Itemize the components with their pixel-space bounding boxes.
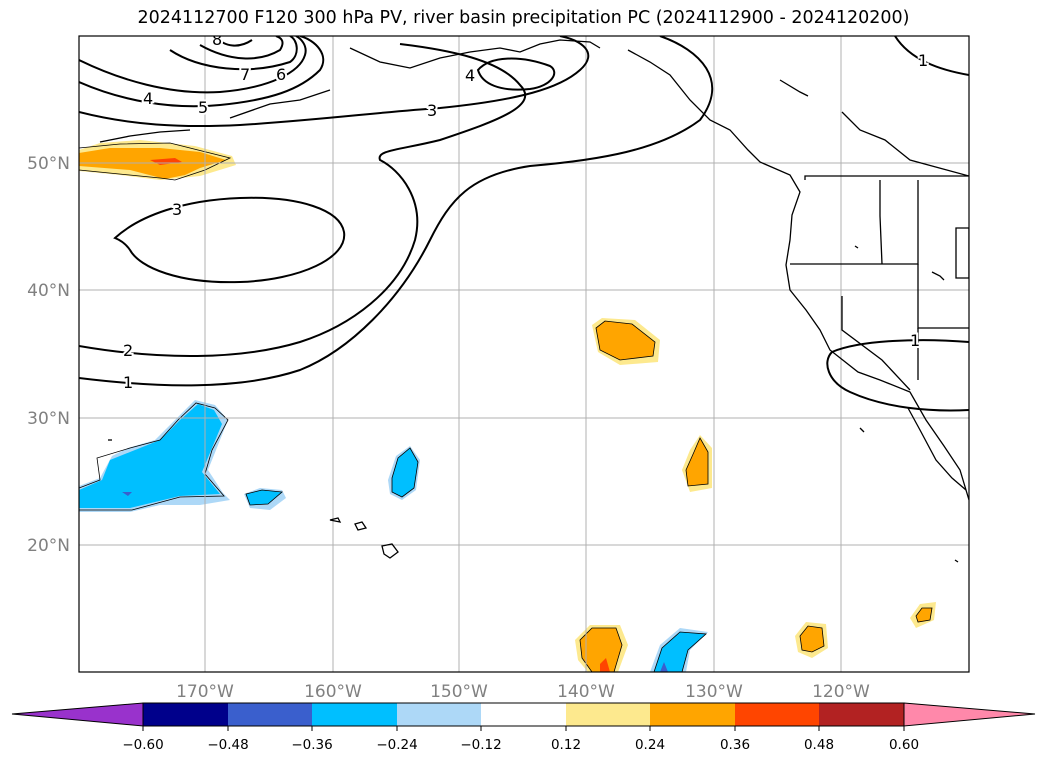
colorbar: −0.60 −0.48 −0.36 −0.24 −0.12 0.12 0.24 … bbox=[11, 702, 1036, 753]
graticule bbox=[79, 36, 969, 672]
pv-contour-8 bbox=[214, 36, 253, 47]
colorbar-tick-label: 0.24 bbox=[635, 737, 665, 753]
pv-contour-1-sw bbox=[826, 339, 969, 412]
map-title: 2024112700 F120 300 hPa PV, river basin … bbox=[137, 8, 910, 28]
lat-label-30n: 30°N bbox=[27, 409, 70, 429]
lat-label-50n: 50°N bbox=[27, 154, 70, 174]
colorbar-extend-high bbox=[903, 702, 1036, 727]
contour-label-7: 7 bbox=[240, 65, 250, 84]
lat-label-20n: 20°N bbox=[27, 536, 70, 556]
colorbar-bin-2 bbox=[228, 703, 312, 726]
colorbar-bin-1 bbox=[143, 703, 228, 726]
colorbar-tick-label: 0.36 bbox=[720, 737, 750, 753]
colorbar-tick-label: −0.60 bbox=[122, 737, 163, 753]
colorbar-bin-9 bbox=[819, 703, 904, 726]
contour-label-6: 6 bbox=[276, 65, 286, 84]
contour-label-3: 3 bbox=[172, 200, 182, 219]
plot-frame bbox=[78, 35, 970, 673]
colorbar-tick-label: −0.12 bbox=[460, 737, 501, 753]
contour-label-4: 4 bbox=[465, 66, 475, 85]
pv-contour-2 bbox=[79, 43, 527, 358]
contour-label-1-sw: 1 bbox=[910, 331, 920, 350]
contour-label-8: 8 bbox=[212, 30, 222, 49]
contour-label-1: 1 bbox=[123, 373, 133, 392]
colorbar-bin-8 bbox=[735, 703, 819, 726]
colorbar-tick-label: −0.48 bbox=[207, 737, 248, 753]
precip-shading bbox=[79, 140, 936, 672]
contour-label-2: 2 bbox=[123, 341, 133, 360]
contour-label-5: 5 bbox=[198, 98, 208, 117]
colorbar-tick-label: −0.36 bbox=[291, 737, 332, 753]
pv-contour-1 bbox=[79, 36, 714, 387]
lon-label-170w: 170°W bbox=[176, 682, 234, 702]
lon-label-150w: 150°W bbox=[430, 682, 488, 702]
contour-label-3b: 3 bbox=[427, 101, 437, 120]
colorbar-bin-5 bbox=[481, 703, 566, 726]
colorbar-bin-6 bbox=[566, 703, 650, 726]
pv-contour-4-closed bbox=[476, 57, 556, 91]
pv-contour-6 bbox=[169, 36, 298, 71]
lat-label-40n: 40°N bbox=[27, 281, 70, 301]
pv-contour-1-ne bbox=[894, 36, 969, 76]
pv-contour-7 bbox=[199, 36, 284, 60]
colorbar-bin-7 bbox=[650, 703, 735, 726]
latitude-labels: 50°N 40°N 30°N 20°N bbox=[27, 154, 70, 556]
colorbar-bin-4 bbox=[397, 703, 481, 726]
pv-contour-3-upper bbox=[79, 36, 590, 128]
lon-label-130w: 130°W bbox=[685, 682, 743, 702]
contour-label-4b: 4 bbox=[143, 89, 153, 108]
colorbar-tick-label: 0.12 bbox=[551, 737, 581, 753]
longitude-labels: 170°W 160°W 150°W 140°W 130°W 120°W bbox=[176, 682, 870, 702]
pv-contour-5 bbox=[79, 36, 307, 94]
pv-contour-4 bbox=[79, 36, 325, 108]
coastlines bbox=[99, 39, 969, 563]
negative-anomaly-sw-core bbox=[79, 404, 222, 508]
pv-contour-3-closed bbox=[113, 196, 346, 284]
contour-label-1-ne: 1 bbox=[918, 51, 928, 70]
colorbar-tick-label: −0.24 bbox=[376, 737, 417, 753]
colorbar-tick-label: 0.48 bbox=[804, 737, 834, 753]
pv-contour-labels: 1 2 3 3 4 4 5 6 7 8 1 1 bbox=[121, 30, 930, 394]
pv-contours bbox=[79, 36, 969, 412]
colorbar-extend-low bbox=[11, 702, 144, 727]
colorbar-bin-3 bbox=[312, 703, 397, 726]
lon-label-120w: 120°W bbox=[812, 682, 870, 702]
map-plot-area: 1 2 3 3 4 4 5 6 7 8 1 1 bbox=[79, 30, 969, 672]
lon-label-160w: 160°W bbox=[304, 682, 362, 702]
lon-label-140w: 140°W bbox=[557, 682, 615, 702]
colorbar-tick-label: 0.60 bbox=[889, 737, 919, 753]
